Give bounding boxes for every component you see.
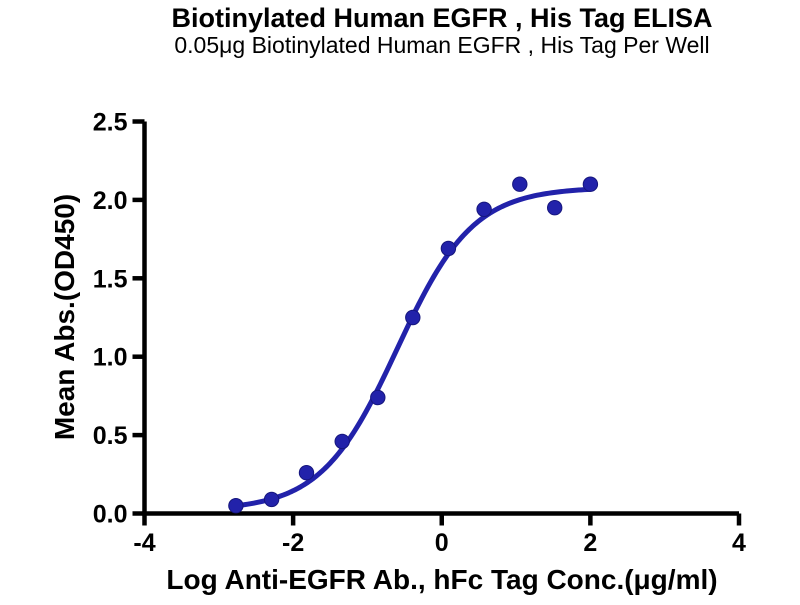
chart-title: Biotinylated Human EGFR , His Tag ELISA — [171, 3, 712, 33]
data-point — [582, 176, 599, 192]
y-tick-label: 2.5 — [93, 109, 128, 137]
data-point — [512, 176, 528, 192]
data-points-group — [228, 176, 599, 514]
fit-curve — [233, 186, 593, 509]
axes — [142, 121, 739, 516]
data-point — [228, 498, 244, 514]
x-tick-label: 4 — [732, 529, 746, 557]
tick-labels: -4 -2 0 2 4 0.0 0.5 1.0 1.5 2.0 2.5 — [93, 109, 746, 558]
x-tick-label: 2 — [583, 529, 597, 557]
x-tick-label: -4 — [133, 529, 155, 557]
y-tick-label: 1.5 — [93, 265, 128, 293]
tick-marks — [132, 119, 742, 526]
data-point — [370, 389, 386, 406]
y-axis-title: Mean Abs.(OD450) — [49, 194, 80, 440]
chart-subtitle: 0.05μg Biotinylated Human EGFR , His Tag… — [174, 32, 709, 58]
data-point — [440, 240, 457, 257]
x-tick-label: 0 — [435, 529, 449, 557]
data-point — [405, 309, 421, 326]
data-point — [476, 201, 492, 218]
y-tick-label: 0.5 — [93, 422, 128, 450]
x-axis-title: Log Anti-EGFR Ab., hFc Tag Conc.(μg/ml) — [166, 564, 717, 595]
data-point — [298, 465, 315, 481]
y-tick-label: 1.0 — [93, 344, 128, 372]
x-tick-label: -2 — [282, 529, 304, 557]
y-tick-label: 0.0 — [93, 501, 128, 529]
data-point — [334, 433, 350, 450]
y-tick-label: 2.0 — [93, 187, 128, 215]
fit-curve-group — [233, 186, 593, 509]
data-point — [547, 200, 563, 216]
data-point — [263, 491, 280, 508]
